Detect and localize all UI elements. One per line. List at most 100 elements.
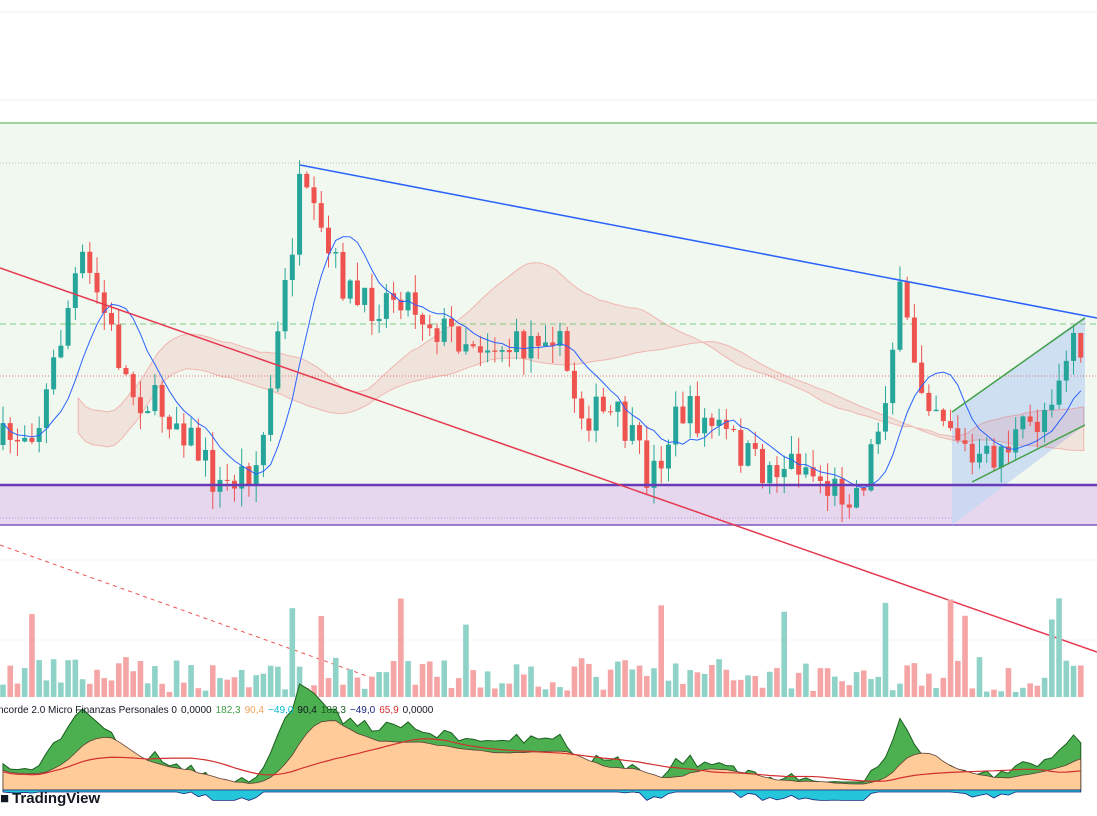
volume-bar bbox=[658, 605, 665, 697]
volume-bar bbox=[991, 689, 997, 697]
candle-body bbox=[774, 465, 780, 478]
candle-body bbox=[65, 307, 71, 346]
volume-bar bbox=[144, 683, 151, 697]
volume-bar bbox=[325, 678, 332, 697]
candle-body bbox=[977, 453, 982, 463]
candle-body bbox=[550, 342, 556, 346]
candle-body bbox=[904, 281, 910, 318]
candle-body bbox=[246, 466, 252, 486]
candle-body bbox=[521, 331, 527, 359]
volume-bar bbox=[253, 675, 259, 697]
volume-bar bbox=[181, 682, 187, 697]
candle-body bbox=[130, 374, 136, 398]
candle-body bbox=[854, 487, 860, 508]
candle-body bbox=[514, 331, 520, 353]
candle-body bbox=[347, 280, 353, 299]
volume-bar bbox=[788, 688, 795, 697]
volume-bar bbox=[1020, 687, 1026, 697]
candle-body bbox=[22, 437, 28, 442]
candle-body bbox=[275, 331, 281, 389]
candle-body bbox=[470, 344, 476, 347]
indicator-value: 0,0000 bbox=[180, 705, 212, 716]
volume bbox=[0, 598, 1084, 697]
volume-bar bbox=[853, 672, 860, 697]
candle-body bbox=[326, 227, 331, 254]
volume-bar bbox=[752, 675, 759, 697]
candle-body bbox=[940, 409, 946, 422]
volume-bar bbox=[542, 689, 549, 697]
volume-bar bbox=[622, 660, 628, 697]
volume-bar bbox=[535, 686, 542, 697]
candle-body bbox=[427, 324, 433, 329]
candle-body bbox=[297, 173, 303, 255]
volume-bar bbox=[224, 679, 231, 697]
candle-body bbox=[665, 444, 671, 469]
oscillator-signal bbox=[2, 738, 1081, 782]
trend-line bbox=[299, 164, 1097, 319]
candle-body bbox=[687, 396, 693, 424]
candle-body bbox=[890, 349, 896, 404]
volume-bar bbox=[166, 691, 173, 697]
candle-body bbox=[593, 396, 599, 431]
candle-body bbox=[463, 344, 469, 352]
candle-body bbox=[304, 173, 310, 188]
candle-body bbox=[434, 328, 440, 342]
candle-body bbox=[810, 467, 816, 477]
indicator-value: 90,4 bbox=[244, 705, 265, 716]
volume-bar bbox=[759, 687, 766, 697]
candle-body bbox=[145, 411, 151, 414]
conversion-line bbox=[2, 236, 1082, 489]
candle-body bbox=[311, 187, 317, 204]
oscillator bbox=[2, 683, 1082, 801]
volume-bar bbox=[947, 599, 954, 697]
volume-bar bbox=[65, 660, 71, 697]
volume-bar bbox=[383, 672, 390, 697]
candle-body bbox=[680, 406, 686, 424]
volume-bar bbox=[672, 663, 679, 697]
volume-bar bbox=[745, 675, 751, 697]
candle-body bbox=[123, 367, 129, 375]
volume-bar bbox=[600, 689, 607, 697]
candle-body bbox=[0, 423, 6, 445]
volume-bar bbox=[774, 668, 780, 697]
channel-line bbox=[951, 317, 1086, 413]
volume-bar bbox=[701, 673, 708, 697]
candle-body bbox=[420, 314, 426, 325]
volume-bar bbox=[267, 665, 274, 697]
volume-bar bbox=[36, 660, 42, 697]
candle-body bbox=[1005, 446, 1011, 453]
volume-bar bbox=[332, 657, 339, 697]
volume-bar bbox=[983, 691, 990, 697]
volume-bar bbox=[1070, 665, 1077, 697]
volume-bar bbox=[730, 680, 737, 697]
indicator-value: −49,0 bbox=[268, 705, 294, 716]
volume-bar bbox=[347, 669, 353, 697]
candle-body bbox=[1042, 410, 1048, 432]
candle-body bbox=[839, 478, 845, 505]
volume-bar bbox=[231, 677, 238, 697]
volume-bar bbox=[50, 659, 57, 697]
volume-bar bbox=[289, 608, 296, 697]
volume-bar bbox=[94, 669, 100, 697]
candle-body bbox=[485, 350, 491, 353]
candle-body bbox=[998, 446, 1004, 468]
volume-bar bbox=[998, 691, 1004, 697]
candle-body bbox=[499, 350, 505, 352]
candle-body bbox=[882, 403, 888, 432]
volume-bar bbox=[824, 668, 831, 697]
volume-bar bbox=[781, 611, 787, 697]
volume-bar bbox=[426, 661, 433, 697]
volume-bar bbox=[629, 669, 636, 697]
volume-bar bbox=[282, 689, 288, 697]
candle-body bbox=[412, 292, 418, 315]
candle-body bbox=[752, 443, 758, 449]
candle-body bbox=[29, 437, 35, 442]
candle-body bbox=[152, 385, 158, 412]
volume-bar bbox=[188, 665, 194, 697]
candle-body bbox=[817, 476, 823, 481]
volume-bar bbox=[441, 660, 448, 697]
volume-bar bbox=[738, 679, 744, 697]
candle-body bbox=[391, 293, 397, 300]
indicator-value: 65,9 bbox=[379, 705, 399, 716]
